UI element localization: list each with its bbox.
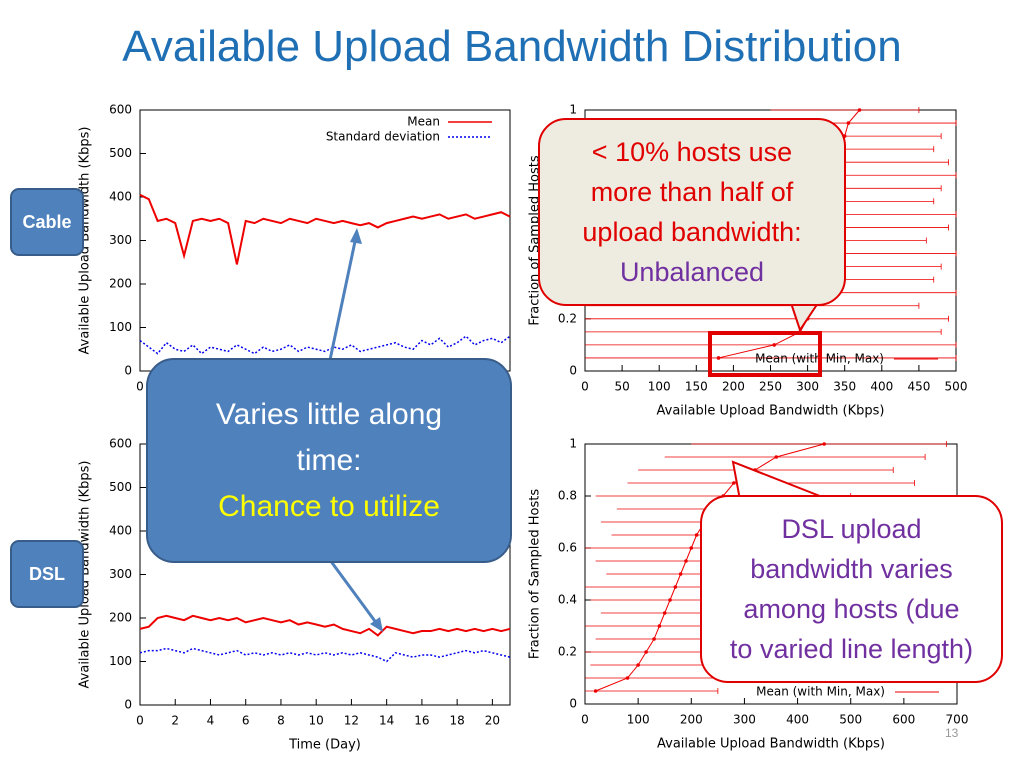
- callout: Varies little along time: Chance to util…: [146, 358, 512, 563]
- y-tick-label: 0: [124, 698, 132, 712]
- y-tick-label: 1: [569, 437, 577, 451]
- callout-line: to varied line length): [729, 634, 974, 664]
- callout-line: Chance to utilize: [218, 489, 440, 523]
- x-tick-label: 6: [242, 714, 250, 728]
- y-tick-label: 300: [109, 233, 132, 247]
- x-tick-label: 250: [759, 380, 782, 394]
- x-tick-label: 50: [614, 380, 629, 394]
- x-tick-label: 300: [733, 713, 756, 727]
- y-axis-label: Available Upload Bandwidth (Kbps): [78, 461, 93, 689]
- y-tick-label: 100: [109, 654, 132, 668]
- x-tick-label: 8: [277, 714, 285, 728]
- y-tick-label: 0: [569, 697, 577, 711]
- y-tick-label: 600: [109, 103, 132, 117]
- x-tick-label: 200: [680, 713, 703, 727]
- y-tick-label: 0.2: [558, 311, 577, 325]
- dsl-label: DSL: [10, 540, 84, 608]
- arrow: [328, 559, 382, 629]
- y-tick-label: 500: [109, 146, 132, 160]
- highlight-box: [708, 331, 822, 377]
- x-tick-label: 0: [136, 714, 144, 728]
- x-tick-label: 400: [786, 713, 809, 727]
- legend-label: Standard deviation: [326, 130, 440, 144]
- callout-line: DSL upload: [781, 514, 922, 544]
- y-tick-label: 0: [569, 364, 577, 378]
- callout-line: Varies little along: [215, 397, 443, 431]
- y-tick-label: 1: [569, 103, 577, 117]
- x-tick-label: 150: [685, 380, 708, 394]
- page-number: 13: [945, 726, 959, 740]
- x-tick-label: 100: [648, 380, 671, 394]
- x-axis-label: Available Upload Bandwidth (Kbps): [657, 404, 885, 419]
- y-axis-label: Fraction of Sampled Hosts: [528, 489, 543, 659]
- arrow-head: [350, 228, 362, 244]
- callout: < 10% hosts use more than half of upload…: [538, 118, 846, 306]
- x-axis-label: Time (Day): [288, 738, 361, 753]
- x-tick-label: 200: [722, 380, 745, 394]
- callout-line: among hosts (due: [743, 594, 960, 624]
- y-tick-label: 0: [124, 364, 132, 378]
- plot-frame: [139, 109, 511, 372]
- y-tick-label: 400: [109, 524, 132, 538]
- callout: DSL upload bandwidth varies among hosts …: [700, 495, 1003, 683]
- x-tick-label: 14: [379, 714, 394, 728]
- x-tick-label: 2: [171, 714, 179, 728]
- y-tick-label: 200: [109, 277, 132, 291]
- x-tick-label: 0: [581, 380, 589, 394]
- x-tick-label: 600: [892, 713, 915, 727]
- callout-line: time:: [296, 443, 362, 477]
- y-tick-label: 100: [109, 320, 132, 334]
- cable-label: Cable: [10, 188, 84, 256]
- y-tick-label: 0.4: [558, 593, 577, 607]
- y-tick-label: 200: [109, 611, 132, 625]
- x-tick-label: 100: [627, 713, 650, 727]
- series-line: [139, 193, 511, 265]
- x-tick-label: 350: [833, 380, 856, 394]
- y-tick-label: 500: [109, 480, 132, 494]
- slide-title: Available Upload Bandwidth Distribution: [122, 22, 902, 71]
- y-tick-label: 600: [109, 437, 132, 451]
- x-tick-label: 700: [946, 713, 969, 727]
- callout-line: more than half of: [590, 177, 794, 207]
- x-tick-label: 12: [344, 714, 359, 728]
- x-tick-label: 0: [136, 380, 144, 394]
- series-line: [139, 335, 511, 355]
- series-line: [139, 614, 511, 637]
- legend-label: Mean: [407, 115, 440, 129]
- y-axis-label: Available Upload Bandwidth (Kbps): [78, 127, 93, 355]
- x-tick-label: 500: [945, 380, 968, 394]
- x-tick-label: 400: [870, 380, 893, 394]
- x-tick-label: 20: [485, 714, 500, 728]
- arrow: [328, 231, 359, 361]
- x-tick-label: 18: [450, 714, 465, 728]
- x-tick-label: 450: [907, 380, 930, 394]
- y-tick-label: 400: [109, 190, 132, 204]
- x-tick-label: 300: [796, 380, 819, 394]
- legend-label: Mean (with Min, Max): [756, 685, 885, 699]
- callout-line: bandwidth varies: [750, 554, 953, 584]
- callout-line: Unbalanced: [619, 257, 765, 287]
- x-tick-label: 10: [309, 714, 324, 728]
- x-axis-label: Available Upload Bandwidth (Kbps): [657, 737, 885, 752]
- y-tick-label: 0.6: [558, 541, 577, 555]
- y-tick-label: 0.8: [558, 489, 577, 503]
- arrow-head: [370, 617, 383, 632]
- y-tick-label: 300: [109, 567, 132, 581]
- cdf-line: [595, 443, 825, 692]
- callout-line: upload bandwidth:: [582, 217, 802, 247]
- x-tick-label: 0: [581, 713, 589, 727]
- series-line: [139, 647, 511, 663]
- y-tick-label: 0.2: [558, 645, 577, 659]
- x-tick-label: 16: [414, 714, 429, 728]
- callout-line: < 10% hosts use: [591, 137, 793, 167]
- x-tick-label: 4: [207, 714, 215, 728]
- x-tick-label: 500: [839, 713, 862, 727]
